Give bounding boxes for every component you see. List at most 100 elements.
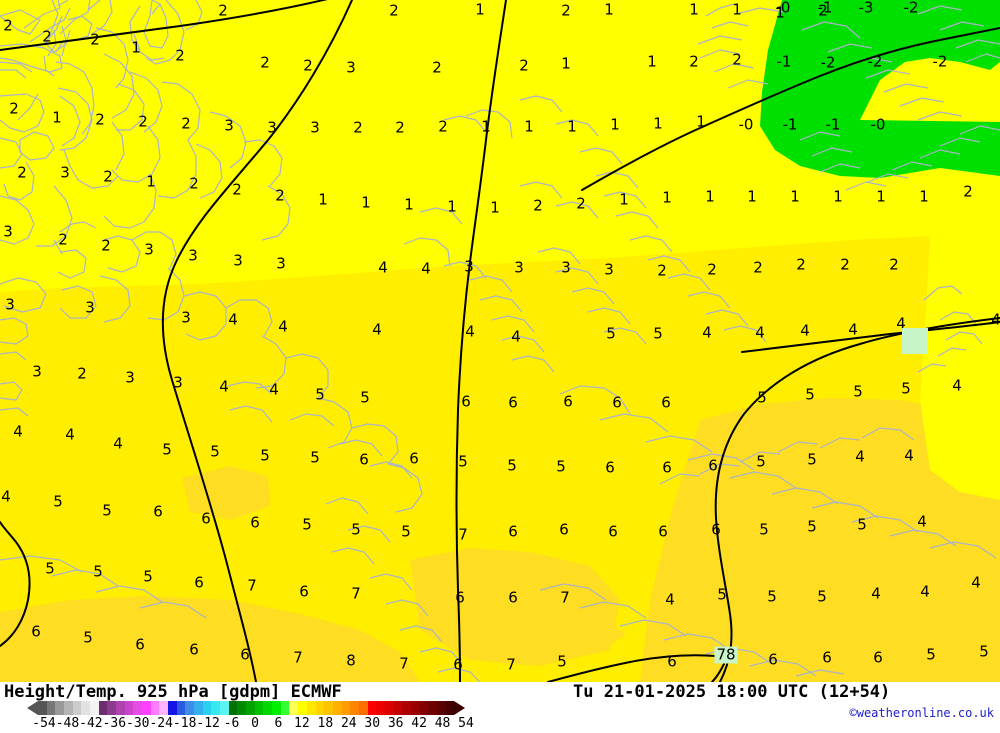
colorbar-swatch	[358, 701, 368, 715]
colorbar-tick: -42	[79, 716, 103, 731]
colorbar-swatch	[38, 701, 47, 715]
colorbar-swatch	[142, 701, 151, 715]
colorbar-swatch	[280, 701, 290, 715]
copyright-notice: ©weatheronline.co.uk	[849, 706, 995, 720]
colorbar-swatch	[116, 701, 125, 715]
colorbar-tick: 0	[251, 716, 259, 731]
colorbar-swatch	[124, 701, 134, 715]
forecast-run-timestamp: Tu 21-01-2025 18:00 UTC (12+54)	[573, 682, 891, 702]
contour-line-78-tail	[711, 663, 725, 682]
contour-line-southwest	[0, 521, 31, 647]
contour-label: 78	[714, 645, 738, 664]
colorbar-swatch	[211, 701, 221, 715]
colorbar-tick: -48	[55, 716, 80, 731]
colorbar-swatch	[350, 701, 359, 715]
contour-line-south-branch	[547, 654, 717, 682]
colorbar-swatch	[445, 701, 455, 715]
colorbar-swatch	[185, 701, 195, 715]
weather-map-canvas[interactable]: 2 2 2 1 2 2 2 2 3 2 2 1 2 2 1 1 1 1 2 1 2 1 -1 2 -2 -0 -1 -3 -2 -2 -2 2…	[0, 0, 1000, 682]
colorbar-swatch	[367, 701, 377, 715]
colorbar-swatch	[202, 701, 212, 715]
fill-band-amber-sw	[0, 596, 420, 682]
fill-band-amber-small-1	[182, 466, 270, 520]
colorbar-swatches[interactable]	[38, 701, 455, 715]
fill-band-amber-small-7	[684, 592, 740, 622]
colorbar-swatch	[428, 701, 437, 715]
colorbar-swatch	[272, 701, 281, 715]
colorbar-swatch	[402, 701, 411, 715]
contour-line-east	[741, 321, 1000, 353]
colorbar-swatch	[341, 701, 351, 715]
colorbar-left-arrow-icon	[27, 701, 38, 715]
colorbar-tick: -30	[126, 716, 150, 731]
colorbar-tick: 12	[294, 716, 310, 731]
colorbar-swatch	[220, 701, 229, 715]
colorbar-tick: 54	[458, 716, 474, 731]
colorbar-swatch	[315, 701, 325, 715]
colorbar-swatch	[107, 701, 117, 715]
colorbar-tick: -24	[149, 716, 173, 731]
colorbar-swatch	[332, 701, 342, 715]
colorbar-tick: 48	[434, 716, 451, 731]
fill-band-amber-small-6	[548, 616, 626, 654]
colorbar-swatch	[246, 701, 255, 715]
colorbar-swatch	[228, 701, 238, 715]
map-graphics-layer	[0, 0, 1000, 682]
colorbar-tick: -6	[223, 716, 240, 731]
colorbar-tick-labels: -54 -48 -42 -36 -30 -24 -18 -12 -6 0 6 12 18 24 30 36 42…	[22, 716, 474, 732]
colorbar-swatch	[254, 701, 264, 715]
colorbar-swatch	[393, 701, 403, 715]
height-contour-layer	[0, 0, 1000, 682]
colorbar-tick: 36	[387, 716, 404, 731]
colorbar-swatch	[90, 701, 99, 715]
colorbar-tick: -36	[102, 716, 127, 731]
contour-label	[902, 328, 928, 354]
contour-line-central	[455, 0, 507, 682]
fill-band-amber-small-4	[742, 560, 820, 596]
coastline-layer	[0, 0, 1000, 682]
colorbar-swatch	[168, 701, 177, 715]
colorbar-swatch	[46, 701, 56, 715]
colorbar-swatch	[55, 701, 65, 715]
product-title: Height/Temp. 925 hPa [gdpm] ECMWF	[4, 682, 342, 702]
temperature-colorbar[interactable]	[27, 701, 465, 715]
colorbar-tick: -12	[196, 716, 220, 731]
fill-band-green-north	[760, 0, 1000, 178]
colorbar-swatch	[159, 701, 169, 715]
colorbar-swatch	[289, 701, 299, 715]
colorbar-swatch	[133, 701, 143, 715]
colorbar-swatch	[72, 701, 82, 715]
contour-line-north	[0, 0, 328, 51]
colorbar-right-arrow-icon	[454, 701, 465, 715]
colorbar-swatch	[298, 701, 307, 715]
colorbar-swatch	[436, 701, 446, 715]
colorbar-tick: -54	[32, 716, 56, 731]
colorbar-swatch	[81, 701, 91, 715]
colorbar-swatch	[263, 701, 273, 715]
fill-band-amber-small-5	[860, 552, 920, 586]
colorbar-swatch	[150, 701, 160, 715]
colorbar-tick: -18	[172, 716, 197, 731]
colorbar-tick: 42	[411, 716, 427, 731]
colorbar-swatch	[384, 701, 394, 715]
colorbar-swatch	[419, 701, 429, 715]
colorbar-swatch	[410, 701, 420, 715]
contour-line-northeast	[581, 27, 1000, 191]
colorbar-swatch	[237, 701, 247, 715]
colorbar-swatch	[306, 701, 316, 715]
colorbar-tick: 18	[317, 716, 334, 731]
colorbar-swatch	[98, 701, 108, 715]
colorbar-swatch	[176, 701, 186, 715]
colorbar-tick: 30	[364, 716, 381, 731]
colorbar-swatch	[376, 701, 385, 715]
colorbar-tick: 24	[340, 716, 357, 731]
contour-line-central-west	[161, 0, 353, 682]
colorbar-swatch	[64, 701, 73, 715]
legend-footer: Height/Temp. 925 hPa [gdpm] ECMWF Tu 21-…	[0, 682, 1000, 733]
contour-line-southeast	[714, 317, 1000, 682]
fill-band-yellow-bright-east	[920, 236, 1000, 500]
colorbar-swatch	[324, 701, 333, 715]
colorbar-swatch	[194, 701, 203, 715]
colorbar-tick: 6	[274, 716, 283, 731]
